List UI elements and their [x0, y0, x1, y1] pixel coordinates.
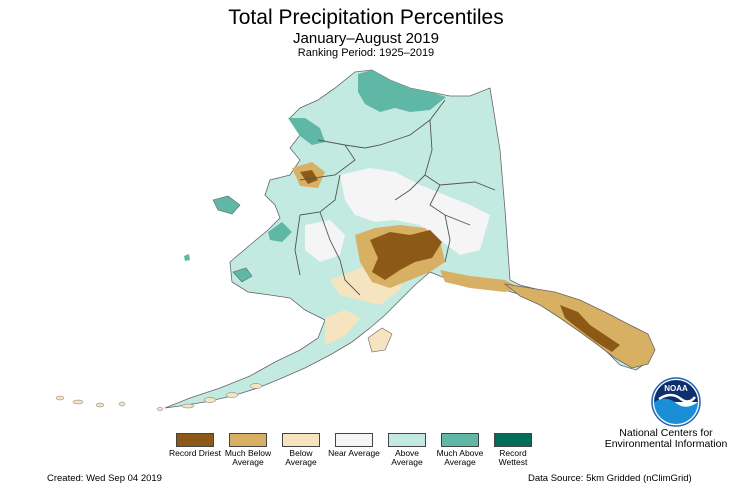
west-coast-wet — [268, 222, 292, 242]
nunivak-island — [232, 267, 253, 283]
north-slope-wet — [358, 70, 446, 112]
legend-swatch — [441, 433, 479, 447]
peninsula-below — [325, 310, 360, 345]
small-island — [184, 254, 190, 261]
legend-label: Record Driest — [169, 448, 221, 458]
legend-item-near: Near Average — [327, 433, 381, 458]
ranking-period: Ranking Period: 1925–2019 — [297, 47, 435, 59]
legend-swatch — [388, 433, 426, 447]
legend-label: Above Average — [391, 448, 423, 467]
legend-item-much-above: Much Above Average — [433, 433, 487, 467]
legend-label: Below Average — [285, 448, 317, 467]
legend-swatch — [229, 433, 267, 447]
legend-label: Much Below Average — [224, 448, 272, 467]
legend-label: Much Above Average — [436, 448, 484, 467]
legend-swatch — [282, 433, 320, 447]
noaa-logo-text: NOAA — [664, 384, 688, 393]
norton-record-dry — [300, 170, 318, 184]
legend-item-above: Above Average — [380, 433, 434, 467]
panhandle-record-dry — [560, 305, 620, 352]
created-date: Created: Wed Sep 04 2019 — [47, 473, 162, 484]
climate-division-boundaries — [294, 99, 496, 296]
western-near — [305, 220, 345, 262]
legend: Record Driest Much Below Average Below A… — [168, 433, 538, 481]
legend-label: Near Average — [328, 448, 380, 458]
kodiak-island — [367, 327, 393, 353]
legend-swatch — [494, 433, 532, 447]
noaa-logo: NOAA — [651, 377, 701, 427]
legend-item-record-wettest: Record Wettest — [486, 433, 540, 467]
data-source: Data Source: 5km Gridded (nClimGrid) — [528, 473, 692, 484]
northwest-wet — [288, 118, 325, 145]
aleutian-islands — [55, 383, 263, 411]
st-lawrence-island — [212, 195, 241, 215]
legend-item-much-below: Much Below Average — [221, 433, 275, 467]
gulf-coast-much-below — [440, 270, 520, 292]
map-title: Total Precipitation Percentiles — [228, 6, 504, 29]
legend-label: Record Wettest — [498, 448, 528, 467]
interior-near — [340, 168, 490, 255]
legend-item-below: Below Average — [274, 433, 328, 467]
agency-name: National Centers for Environmental Infor… — [604, 427, 728, 450]
legend-swatch — [335, 433, 373, 447]
legend-item-record-driest: Record Driest — [168, 433, 222, 458]
legend-swatch — [176, 433, 214, 447]
anchorage-record-dry — [370, 230, 442, 280]
map-subtitle: January–August 2019 — [293, 30, 439, 47]
